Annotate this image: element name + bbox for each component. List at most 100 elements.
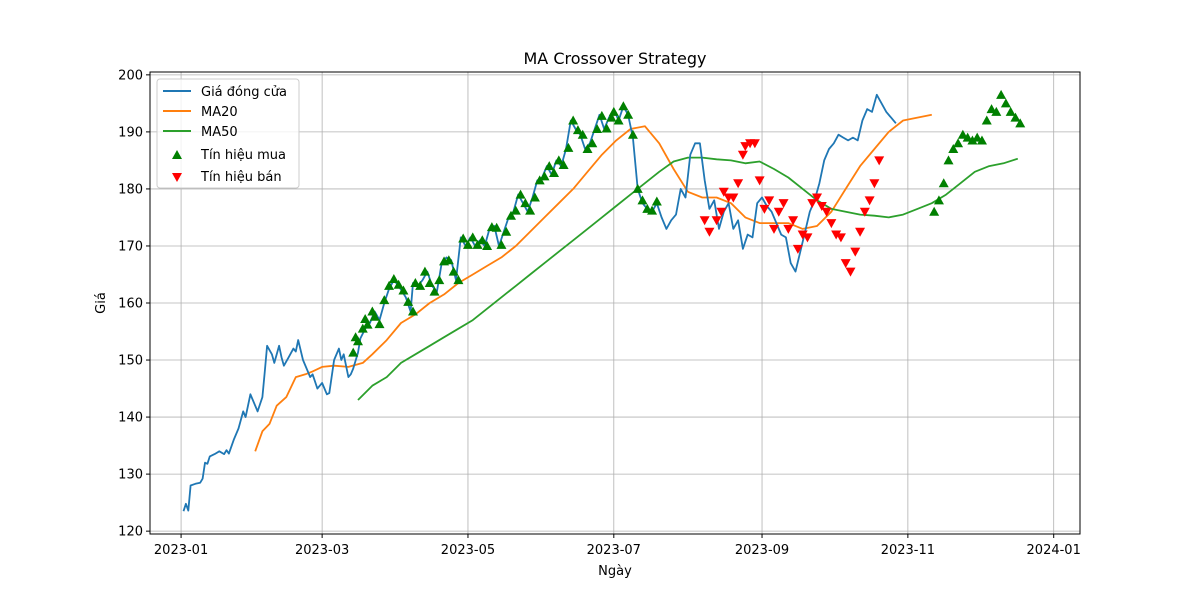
sell-signal-marker [802, 233, 813, 243]
buy-signal-marker [991, 106, 1002, 116]
buy-signal-marker [1005, 106, 1016, 116]
x-tick-label: 2023-11 [881, 543, 935, 558]
buy-signal-marker [962, 132, 973, 142]
buy-signal-marker [606, 112, 617, 122]
legend-swatch-sell [172, 173, 182, 182]
buy-signal-marker [529, 192, 540, 202]
sell-signal-marker [788, 216, 799, 226]
sell-signal-marker [821, 207, 832, 217]
legend-swatch-buy [172, 150, 182, 159]
x-tick-label: 2023-05 [441, 543, 495, 558]
buy-signal-marker [467, 232, 478, 242]
sell-signal-marker [718, 187, 729, 197]
y-tick-label: 150 [118, 354, 143, 369]
ma20-line [254, 113, 932, 452]
buy-signal-marker [996, 89, 1007, 99]
x-tick-label: 2023-07 [587, 543, 641, 558]
sell-signal-marker [797, 230, 808, 240]
buy-signal-marker [1015, 118, 1026, 128]
chart-title: MA Crossover Strategy [523, 49, 706, 68]
sell-signal-marker [831, 230, 842, 240]
legend-label-sell: Tín hiệu bán [200, 170, 282, 185]
sell-signal-marker [869, 179, 880, 189]
sell-signal-marker [728, 193, 739, 203]
sell-signal-marker [845, 267, 856, 277]
sell-signal-marker [768, 224, 779, 234]
ma50-line [357, 156, 1019, 401]
y-tick-label: 180 [118, 182, 143, 197]
y-tick-label: 170 [118, 239, 143, 254]
buy-signal-marker [563, 142, 574, 152]
sell-signal-marker [807, 199, 818, 209]
buy-signal-marker [515, 189, 526, 199]
sell-signal-marker [855, 227, 866, 237]
buy-signal-marker [424, 278, 435, 288]
sell-signal-marker [737, 150, 748, 160]
buy-signal-marker [976, 135, 987, 145]
buy-signal-marker [953, 138, 964, 148]
buy-signal-marker [501, 226, 512, 236]
sell-signal-marker [816, 202, 827, 212]
buy-signal-marker [369, 311, 380, 321]
buy-signal-marker [506, 210, 517, 220]
buy-signal-marker [647, 205, 658, 215]
buy-signal-marker [596, 110, 607, 120]
sell-signal-marker [783, 224, 794, 234]
buy-signal-marker [491, 222, 502, 232]
sell-signal-marker [812, 193, 823, 203]
x-tick-label: 2023-03 [295, 543, 349, 558]
sell-signal-marker [859, 207, 870, 217]
buy-signal-marker [553, 155, 564, 165]
sell-signal-marker [864, 196, 875, 206]
buy-signal-marker [525, 205, 536, 215]
buy-signal-marker [1010, 112, 1021, 122]
buy-signal-marker [568, 115, 579, 125]
sell-signal-marker [740, 142, 751, 152]
buy-signal-marker [601, 123, 612, 133]
grid-lines [150, 72, 1080, 534]
buy-signal-marker [539, 171, 550, 181]
buy-signal-marker [443, 255, 454, 265]
legend-label-ma20: MA20 [201, 105, 238, 120]
buy-signal-marker [398, 285, 409, 295]
buy-signal-marker [637, 195, 648, 205]
buy-signal-marker [520, 198, 531, 208]
sell-signal-marker [778, 199, 789, 209]
axis-ticks: 2023-01 2023-03 2023-05 2023-07 2023-09 2023-… [118, 68, 1081, 558]
buy-signal-marker [510, 205, 521, 215]
buy-signal-marker [632, 183, 643, 193]
buy-signal-marker [587, 138, 598, 148]
sell-signal-marker [733, 179, 744, 189]
buy-signal-marker [582, 144, 593, 153]
sell-signal-marker [874, 156, 885, 166]
buy-signal-marker [948, 144, 959, 153]
legend: Giá đóng cửa MA20 MA50 Tín hiệu mua Tín … [156, 78, 300, 189]
buy-signal-marker [429, 286, 440, 296]
y-tick-label: 190 [118, 125, 143, 140]
legend-label-buy: Tín hiệu mua [200, 148, 286, 163]
legend-label-close: Giá đóng cửa [201, 85, 287, 100]
buy-signal-marker [967, 135, 978, 145]
buy-signal-marker [592, 124, 603, 134]
buy-signal-marker [482, 240, 493, 250]
buy-signal-marker [407, 306, 418, 316]
buy-signal-marker [448, 266, 459, 276]
sell-signal-marker [711, 216, 722, 226]
sell-signal-marker [699, 216, 710, 226]
buy-signal-marker [357, 323, 368, 333]
buy-signal-marker [572, 125, 583, 135]
buy-signal-marker [348, 347, 359, 357]
buy-signal-marker [627, 129, 638, 139]
buy-signal-marker [929, 206, 940, 216]
buy-signal-marker [544, 161, 555, 171]
buy-signal-marker [943, 155, 954, 165]
buy-signal-marker [608, 106, 619, 116]
buy-signal-marker [379, 295, 390, 305]
buy-signal-marker [462, 239, 473, 249]
sell-signal-marker [759, 204, 770, 214]
buy-signal-marker [558, 159, 569, 169]
buy-signal-marker [419, 266, 430, 276]
sell-signal-marker [792, 244, 803, 254]
buy-signal-marker [957, 129, 968, 139]
